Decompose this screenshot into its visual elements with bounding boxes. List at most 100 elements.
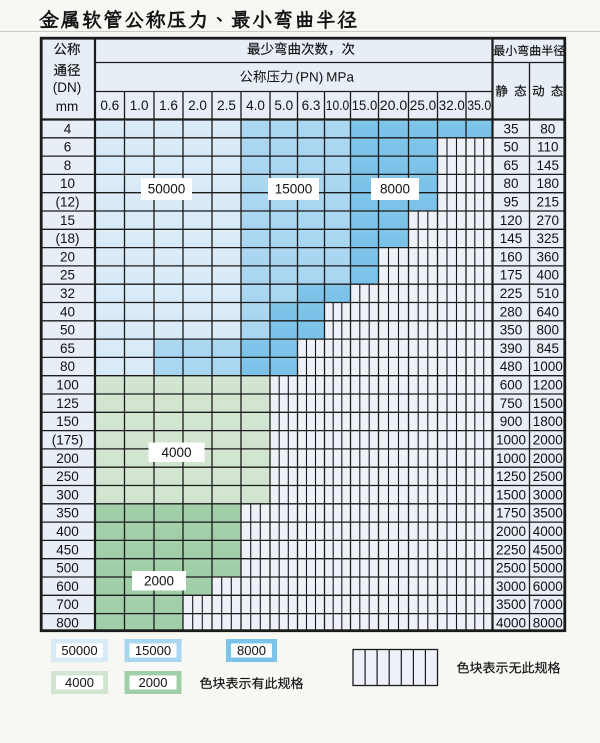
svg-text:845: 845 [537,341,560,356]
svg-text:700: 700 [56,597,79,612]
svg-text:1.6: 1.6 [159,98,178,113]
svg-text:50: 50 [60,323,75,338]
svg-text:600: 600 [56,579,79,594]
svg-text:1800: 1800 [533,414,563,429]
svg-text:2000: 2000 [144,574,174,589]
svg-text:1000: 1000 [533,359,563,374]
svg-text:200: 200 [56,451,79,466]
svg-text:1500: 1500 [496,487,526,502]
svg-text:215: 215 [537,195,560,210]
svg-text:15000: 15000 [135,643,171,658]
svg-text:125: 125 [56,396,79,411]
svg-text:8000: 8000 [237,643,266,658]
svg-text:3500: 3500 [533,506,563,521]
svg-text:25.0: 25.0 [410,98,437,113]
svg-text:95: 95 [503,195,518,210]
svg-text:100: 100 [56,378,79,393]
svg-text:1250: 1250 [496,469,526,484]
svg-text:3500: 3500 [496,597,526,612]
svg-text:500: 500 [56,561,79,576]
svg-text:8000: 8000 [380,182,410,197]
svg-text:20.0: 20.0 [380,98,408,113]
svg-text:270: 270 [537,213,560,228]
svg-text:120: 120 [500,213,523,228]
svg-text:800: 800 [537,323,560,338]
svg-text:(12): (12) [55,195,79,210]
svg-text:3000: 3000 [496,579,526,594]
svg-text:4: 4 [64,121,72,136]
svg-text:480: 480 [500,359,523,374]
svg-text:250: 250 [56,469,79,484]
svg-text:800: 800 [56,616,79,631]
svg-text:1500: 1500 [533,396,563,411]
svg-text:4000: 4000 [496,616,526,631]
svg-text:750: 750 [500,396,523,411]
svg-text:900: 900 [500,414,523,429]
svg-text:5.0: 5.0 [274,98,293,113]
svg-text:640: 640 [537,304,560,319]
svg-text:15000: 15000 [275,182,313,197]
svg-text:300: 300 [56,487,79,502]
svg-text:32: 32 [60,286,75,301]
svg-text:65: 65 [60,341,75,356]
svg-text:0.6: 0.6 [100,98,119,113]
svg-text:6: 6 [64,140,72,155]
svg-text:2000: 2000 [533,451,563,466]
svg-text:25: 25 [60,268,75,283]
svg-text:2000: 2000 [533,432,563,447]
svg-text:2250: 2250 [496,542,526,557]
svg-text:6000: 6000 [533,579,563,594]
svg-text:4000: 4000 [65,675,94,690]
svg-text:2500: 2500 [496,561,526,576]
svg-text:20: 20 [60,249,75,264]
svg-text:400: 400 [537,268,560,283]
svg-text:40: 40 [60,304,75,319]
svg-text:4000: 4000 [533,524,563,539]
svg-text:1000: 1000 [496,451,526,466]
svg-text:400: 400 [56,524,79,539]
svg-text:1.0: 1.0 [130,98,149,113]
svg-text:1200: 1200 [533,378,563,393]
svg-text:175: 175 [500,268,523,283]
svg-text:600: 600 [500,378,523,393]
svg-text:80: 80 [60,359,75,374]
svg-text:1750: 1750 [496,506,526,521]
svg-text:(DN): (DN) [53,80,82,95]
svg-text:8000: 8000 [533,616,563,631]
svg-text:145: 145 [537,158,560,173]
svg-text:2500: 2500 [533,469,563,484]
svg-text:35.0: 35.0 [467,98,491,113]
svg-text:15: 15 [60,213,75,228]
svg-text:10: 10 [60,176,75,191]
svg-text:mm: mm [56,99,79,114]
svg-text:15.0: 15.0 [352,98,378,113]
svg-text:180: 180 [537,176,560,191]
svg-text:35: 35 [503,121,518,136]
svg-text:50000: 50000 [148,182,186,197]
svg-text:8: 8 [64,158,72,173]
svg-text:65: 65 [503,158,518,173]
svg-text:50000: 50000 [61,643,97,658]
svg-text:1000: 1000 [496,432,526,447]
svg-text:6.3: 6.3 [302,98,321,113]
svg-text:4500: 4500 [533,542,563,557]
svg-text:80: 80 [503,176,518,191]
svg-text:7000: 7000 [533,597,563,612]
svg-text:110: 110 [537,140,559,155]
svg-text:4.0: 4.0 [246,98,265,113]
svg-text:50: 50 [503,140,518,155]
svg-text:360: 360 [537,249,560,264]
svg-text:280: 280 [500,304,523,319]
svg-text:5000: 5000 [533,561,563,576]
svg-text:3000: 3000 [533,487,563,502]
svg-text:450: 450 [56,542,79,557]
svg-text:160: 160 [500,249,523,264]
svg-text:2.0: 2.0 [188,98,207,113]
svg-text:2000: 2000 [139,675,168,690]
svg-text:4000: 4000 [161,445,191,460]
svg-text:390: 390 [500,341,523,356]
svg-text:145: 145 [500,231,523,246]
svg-text:350: 350 [500,323,523,338]
svg-text:225: 225 [500,286,523,301]
svg-text:325: 325 [537,231,560,246]
